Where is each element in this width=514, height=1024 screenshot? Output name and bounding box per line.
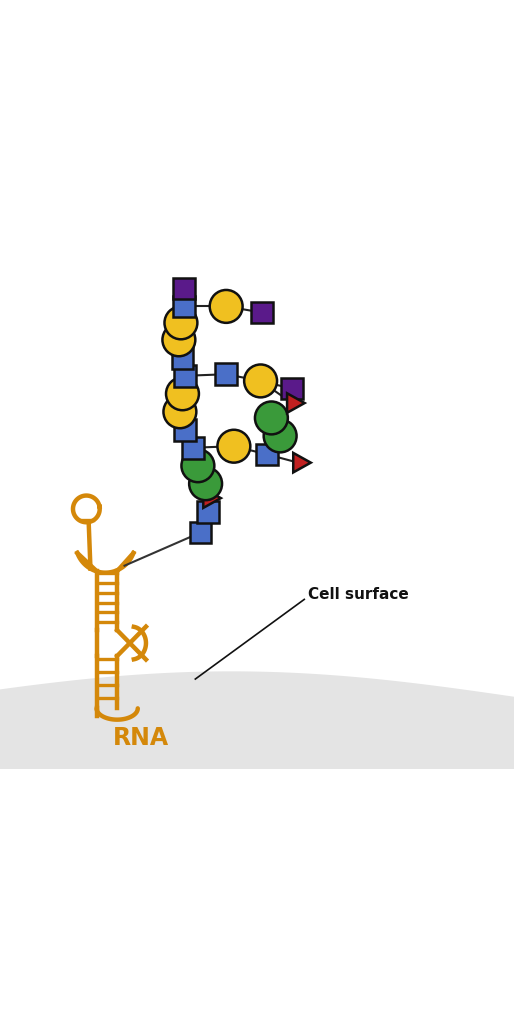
Text: Cell surface: Cell surface [308, 587, 409, 602]
FancyBboxPatch shape [256, 443, 278, 465]
Polygon shape [204, 488, 221, 508]
Circle shape [210, 290, 243, 323]
Circle shape [255, 401, 288, 434]
FancyBboxPatch shape [174, 419, 196, 440]
FancyBboxPatch shape [173, 296, 195, 317]
Circle shape [164, 306, 197, 339]
FancyBboxPatch shape [190, 522, 211, 544]
FancyBboxPatch shape [174, 365, 196, 387]
Polygon shape [287, 393, 305, 413]
Circle shape [244, 365, 277, 397]
FancyBboxPatch shape [251, 302, 273, 324]
FancyBboxPatch shape [281, 378, 303, 399]
Circle shape [217, 430, 250, 463]
Polygon shape [0, 672, 514, 795]
Circle shape [189, 467, 222, 500]
Circle shape [163, 395, 196, 428]
FancyBboxPatch shape [215, 364, 237, 385]
Circle shape [264, 420, 297, 453]
Circle shape [166, 377, 199, 411]
Circle shape [162, 324, 195, 356]
Circle shape [181, 450, 214, 482]
FancyBboxPatch shape [172, 347, 193, 369]
Text: RNA: RNA [113, 726, 170, 751]
Polygon shape [293, 453, 311, 472]
FancyBboxPatch shape [197, 501, 219, 523]
FancyBboxPatch shape [173, 278, 195, 299]
FancyBboxPatch shape [182, 437, 204, 459]
